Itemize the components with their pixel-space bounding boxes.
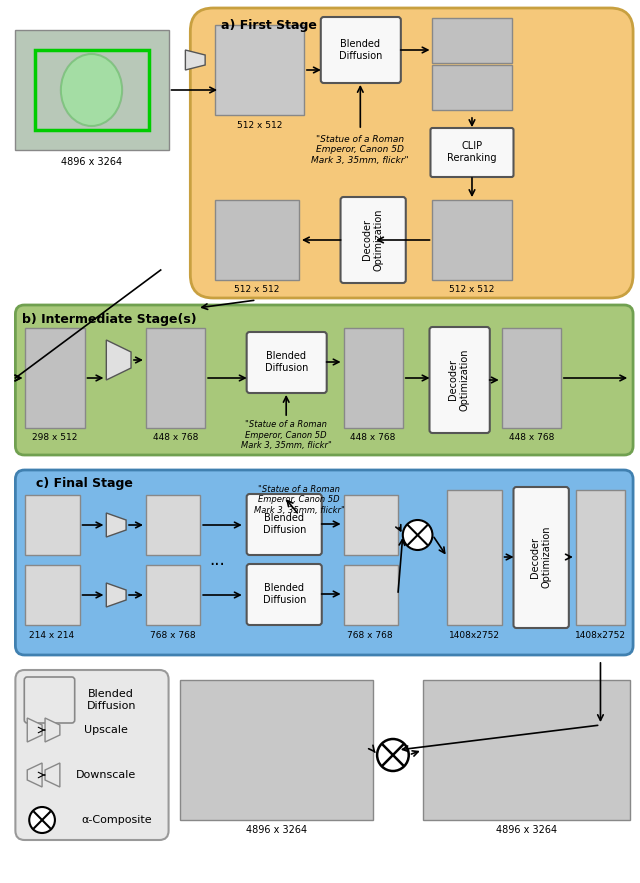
FancyBboxPatch shape xyxy=(340,197,406,283)
Text: b) Intermediate Stage(s): b) Intermediate Stage(s) xyxy=(22,313,196,326)
FancyBboxPatch shape xyxy=(246,494,322,555)
Bar xyxy=(447,490,502,625)
Text: 768 x 768: 768 x 768 xyxy=(150,630,195,639)
Bar xyxy=(576,490,625,625)
Bar xyxy=(433,18,511,63)
Text: "Statue of a Roman
Emperor, Canon 5D
Mark 3, 35mm, flickr": "Statue of a Roman Emperor, Canon 5D Mar… xyxy=(312,135,409,165)
Text: Decoder
Optimization: Decoder Optimization xyxy=(531,525,552,588)
FancyBboxPatch shape xyxy=(431,128,513,177)
FancyBboxPatch shape xyxy=(429,327,490,433)
Text: 1408x2752: 1408x2752 xyxy=(449,630,499,639)
Circle shape xyxy=(29,807,55,833)
Text: 768 x 768: 768 x 768 xyxy=(348,630,393,639)
Text: 4896 x 3264: 4896 x 3264 xyxy=(246,825,307,835)
Circle shape xyxy=(377,739,409,771)
Text: "Statue of a Roman
Emperor, Canon 5D
Mark 3, 35mm, flickr": "Statue of a Roman Emperor, Canon 5D Mar… xyxy=(253,485,344,515)
Text: 512 x 512: 512 x 512 xyxy=(449,285,495,295)
FancyBboxPatch shape xyxy=(246,332,326,393)
Bar xyxy=(344,495,398,555)
Text: Blended
Diffusion: Blended Diffusion xyxy=(339,39,382,61)
Text: 4896 x 3264: 4896 x 3264 xyxy=(61,157,122,167)
Polygon shape xyxy=(106,340,131,380)
Bar xyxy=(344,328,403,428)
Text: 512 x 512: 512 x 512 xyxy=(234,285,279,295)
Bar xyxy=(180,680,373,820)
Bar xyxy=(25,495,79,555)
Bar xyxy=(146,328,205,428)
Polygon shape xyxy=(186,50,205,70)
Bar xyxy=(215,200,299,280)
Bar xyxy=(25,328,84,428)
Text: 298 x 512: 298 x 512 xyxy=(32,434,77,442)
Text: 448 x 768: 448 x 768 xyxy=(509,434,554,442)
Text: Blended
Diffusion: Blended Diffusion xyxy=(262,513,306,535)
Text: Decoder
Optimization: Decoder Optimization xyxy=(449,349,470,411)
FancyBboxPatch shape xyxy=(15,305,633,455)
Text: 512 x 512: 512 x 512 xyxy=(237,120,282,130)
Text: 1408x2752: 1408x2752 xyxy=(575,630,626,639)
Text: α-Composite: α-Composite xyxy=(81,815,152,825)
Text: Blended
Diffusion: Blended Diffusion xyxy=(264,351,308,373)
Polygon shape xyxy=(106,513,126,537)
Bar xyxy=(35,50,149,130)
Bar xyxy=(146,495,200,555)
Bar xyxy=(25,565,79,625)
Text: 214 x 214: 214 x 214 xyxy=(29,630,74,639)
FancyBboxPatch shape xyxy=(24,677,75,723)
Bar xyxy=(146,565,200,625)
Text: Blended
Diffusion: Blended Diffusion xyxy=(262,583,306,605)
Ellipse shape xyxy=(61,54,122,126)
Polygon shape xyxy=(106,583,126,607)
Text: 4896 x 3264: 4896 x 3264 xyxy=(496,825,557,835)
Text: c) Final Stage: c) Final Stage xyxy=(36,478,133,490)
Bar xyxy=(344,565,398,625)
Bar xyxy=(15,30,168,150)
FancyBboxPatch shape xyxy=(15,470,633,655)
Circle shape xyxy=(403,520,433,550)
Bar xyxy=(215,25,304,115)
Polygon shape xyxy=(28,718,42,742)
FancyBboxPatch shape xyxy=(246,564,322,625)
Bar xyxy=(433,65,511,110)
FancyBboxPatch shape xyxy=(321,17,401,83)
FancyBboxPatch shape xyxy=(190,8,633,298)
Text: Decoder
Optimization: Decoder Optimization xyxy=(362,208,384,271)
Polygon shape xyxy=(45,763,60,787)
Bar xyxy=(433,200,511,280)
Text: CLIP
Reranking: CLIP Reranking xyxy=(447,141,497,162)
Text: ...: ... xyxy=(209,551,225,569)
Polygon shape xyxy=(28,763,42,787)
Text: Blended
Diffusion: Blended Diffusion xyxy=(86,690,136,711)
Polygon shape xyxy=(45,718,60,742)
Text: a) First Stage: a) First Stage xyxy=(221,19,317,33)
Bar xyxy=(502,328,561,428)
Text: Upscale: Upscale xyxy=(84,725,128,735)
Text: Downscale: Downscale xyxy=(76,770,136,780)
FancyBboxPatch shape xyxy=(513,487,569,628)
Text: 448 x 768: 448 x 768 xyxy=(153,434,198,442)
FancyBboxPatch shape xyxy=(15,670,168,840)
Text: "Statue of a Roman
Emperor, Canon 5D
Mark 3, 35mm, flickr": "Statue of a Roman Emperor, Canon 5D Mar… xyxy=(241,420,332,450)
Bar xyxy=(422,680,630,820)
Text: 448 x 768: 448 x 768 xyxy=(351,434,396,442)
